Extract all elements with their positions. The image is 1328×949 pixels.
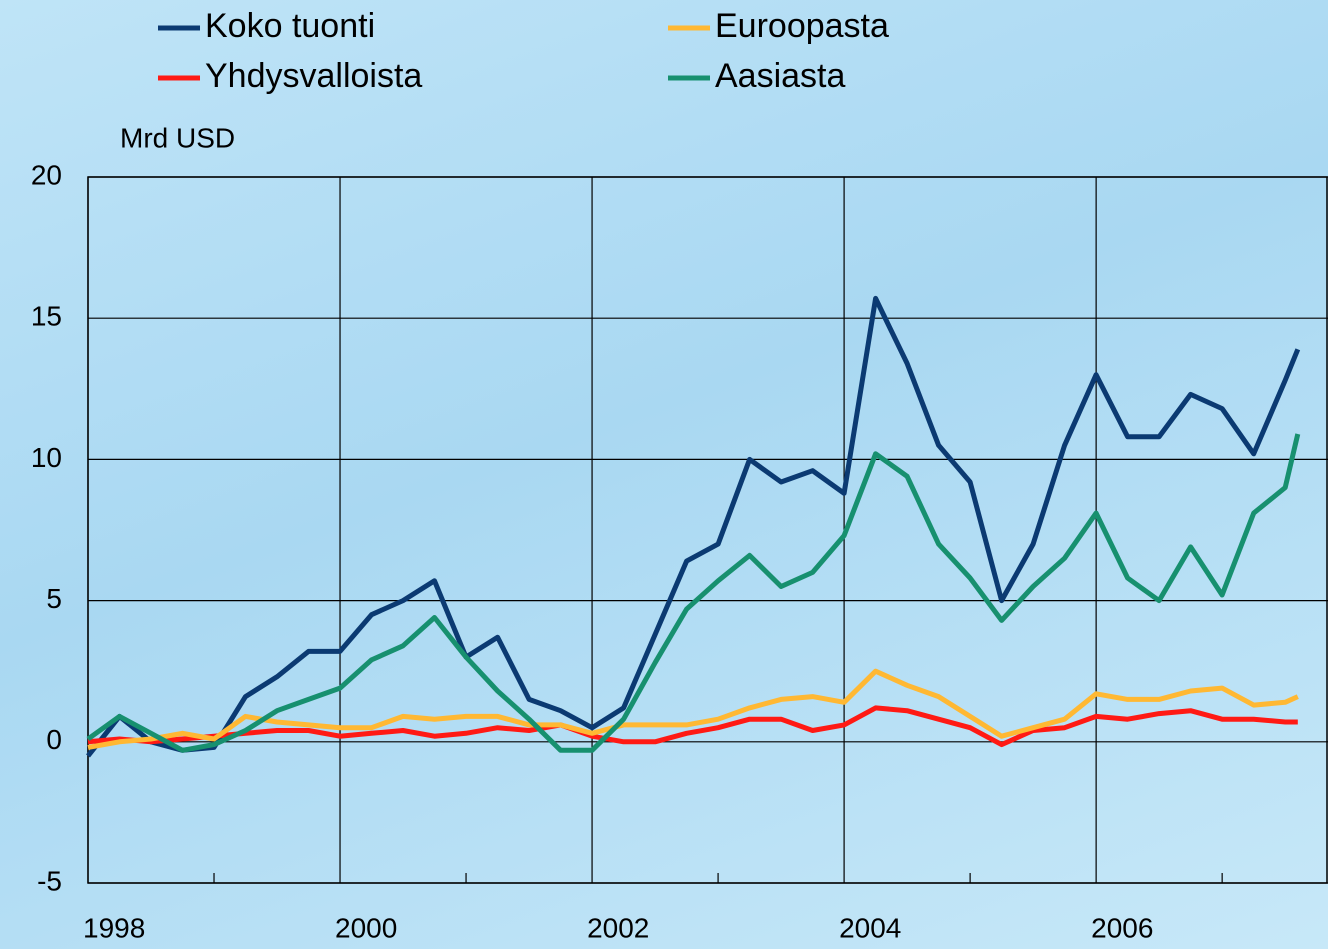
y-axis-label: Mrd USD xyxy=(120,122,235,153)
y-tick-label: 15 xyxy=(31,301,62,332)
y-tick-label: 5 xyxy=(46,583,62,614)
series-line xyxy=(88,298,1298,756)
chart: Mrd USD -5 0 5 10 15 20 1998 2000 2002 2004 2006 Ko… xyxy=(0,0,1328,949)
y-tick-label: 0 xyxy=(46,724,62,755)
x-tick-label: 2000 xyxy=(335,912,397,943)
legend-label: Euroopasta xyxy=(715,7,889,45)
y-tick-label: 20 xyxy=(31,159,62,190)
legend-label: Aasiasta xyxy=(715,57,845,95)
x-tick-label: 1998 xyxy=(83,912,145,943)
x-tick-label: 2004 xyxy=(839,912,901,943)
y-tick-label: 10 xyxy=(31,442,62,473)
y-tick-label: -5 xyxy=(37,865,62,896)
x-tick-label: 2002 xyxy=(587,912,649,943)
legend-label: Koko tuonti xyxy=(205,7,375,45)
plot-frame xyxy=(88,177,1327,883)
series-line xyxy=(88,434,1298,750)
legend-label: Yhdysvalloista xyxy=(205,57,422,95)
x-tick-label: 2006 xyxy=(1091,912,1153,943)
